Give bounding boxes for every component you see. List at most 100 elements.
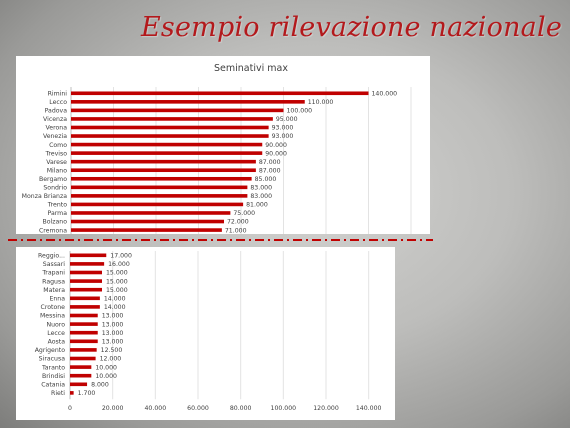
category-label: Bergamo — [39, 176, 67, 183]
bar — [70, 348, 97, 352]
value-label: 75.000 — [233, 210, 255, 217]
value-label: 90.000 — [265, 150, 287, 157]
value-label: 72.000 — [227, 219, 249, 226]
value-label: 85.000 — [255, 176, 277, 183]
category-label: Verona — [46, 125, 68, 132]
value-label: 13.000 — [102, 313, 124, 320]
category-label: Ragusa — [42, 278, 65, 285]
category-label: Treviso — [45, 150, 68, 157]
category-label: Aosta — [48, 339, 66, 346]
value-label: 100.000 — [287, 108, 313, 115]
category-label: Cremona — [39, 227, 67, 234]
value-label: 16.000 — [108, 261, 130, 268]
value-label: 71.000 — [225, 227, 247, 234]
bar — [70, 322, 98, 326]
value-label: 12.500 — [101, 347, 123, 354]
category-label: Rimini — [48, 90, 68, 97]
bar — [70, 279, 102, 283]
value-label: 93.000 — [272, 133, 294, 140]
bar — [70, 305, 100, 309]
value-label: 14.000 — [104, 296, 126, 303]
value-label: 83.000 — [250, 185, 272, 192]
category-label: Agrigento — [35, 347, 66, 354]
category-label: Brindisi — [42, 373, 65, 380]
dash-dot-divider — [8, 239, 433, 241]
bar — [71, 91, 369, 96]
category-label: Crotone — [41, 304, 66, 311]
bar — [71, 117, 273, 121]
bar — [71, 202, 244, 207]
x-tick-label: 100.000 — [271, 405, 297, 412]
category-label: Trapani — [41, 270, 65, 277]
value-label: 93.000 — [272, 125, 294, 132]
bar — [71, 125, 269, 130]
category-label: Como — [49, 142, 67, 149]
bar — [70, 382, 88, 387]
x-tick-label: 20.000 — [102, 405, 124, 412]
bar — [71, 142, 263, 147]
value-label: 12.000 — [100, 356, 122, 363]
category-label: Catania — [41, 382, 65, 389]
chart-bottom: 0 20.000 40.000 60.000 80.000 100.000 120.000 1… — [35, 251, 382, 412]
bar — [71, 151, 263, 155]
x-tick-label: 80.000 — [230, 405, 252, 412]
bar — [70, 253, 107, 258]
bar — [70, 356, 96, 361]
category-label: Sondrio — [43, 185, 67, 192]
bar — [70, 373, 92, 378]
category-label: Vicenza — [43, 116, 67, 123]
value-label: 17.000 — [110, 253, 132, 260]
value-label: 90.000 — [265, 142, 287, 149]
value-label: 8.000 — [91, 382, 109, 389]
value-label: 10.000 — [95, 364, 117, 371]
bar — [70, 287, 102, 292]
bar — [71, 134, 269, 138]
value-label: 15.000 — [106, 270, 128, 277]
value-label: 140.000 — [372, 90, 398, 97]
slide-title: Esempio rilevazione nazionale — [141, 12, 562, 43]
category-label: Lecco — [49, 99, 67, 106]
bar — [71, 194, 248, 198]
x-tick-label: 120.000 — [313, 405, 339, 412]
bar — [70, 330, 98, 335]
value-label: 15.000 — [106, 278, 128, 285]
category-label: Taranto — [41, 364, 65, 371]
category-label: Reggio... — [38, 253, 65, 260]
bar — [71, 228, 222, 232]
bar — [70, 365, 92, 369]
bar — [71, 185, 248, 190]
x-tick-label: 0 — [68, 405, 72, 412]
category-label: Rieti — [51, 390, 65, 397]
value-label: 81.000 — [246, 202, 268, 209]
value-label: 95.000 — [276, 116, 298, 123]
value-label: 13.000 — [102, 321, 124, 328]
category-label: Matera — [43, 287, 65, 294]
category-label: Padova — [45, 108, 68, 115]
value-label: 13.000 — [102, 330, 124, 337]
bar — [70, 391, 74, 395]
category-label: Enna — [49, 296, 65, 303]
bar — [71, 100, 305, 104]
chart-top-panel: Seminativi max Rimini 140.000 Lecco 110.000 P… — [16, 56, 430, 234]
category-label: Lecce — [47, 330, 65, 337]
value-label: 87.000 — [259, 159, 281, 166]
bar — [70, 296, 100, 301]
bar — [70, 339, 98, 344]
category-label: Parma — [48, 210, 68, 217]
bar — [71, 219, 224, 224]
chart-bottom-panel: 0 20.000 40.000 60.000 80.000 100.000 120.000 1… — [16, 247, 395, 420]
value-label: 87.000 — [259, 167, 281, 174]
category-label: Venezia — [43, 133, 67, 140]
category-label: Sassari — [43, 261, 66, 268]
chart-top: Seminativi max Rimini 140.000 Lecco 110.000 P… — [22, 63, 412, 234]
x-tick-label: 40.000 — [145, 405, 167, 412]
bar — [71, 211, 231, 215]
category-label: Trento — [47, 202, 67, 209]
bar — [70, 262, 105, 266]
chart-title: Seminativi max — [214, 63, 288, 74]
category-label: Messina — [40, 313, 65, 320]
category-label: Monza Brianza — [22, 193, 68, 200]
category-label: Milano — [47, 167, 67, 174]
bar — [71, 108, 284, 113]
category-label: Varese — [46, 159, 67, 166]
